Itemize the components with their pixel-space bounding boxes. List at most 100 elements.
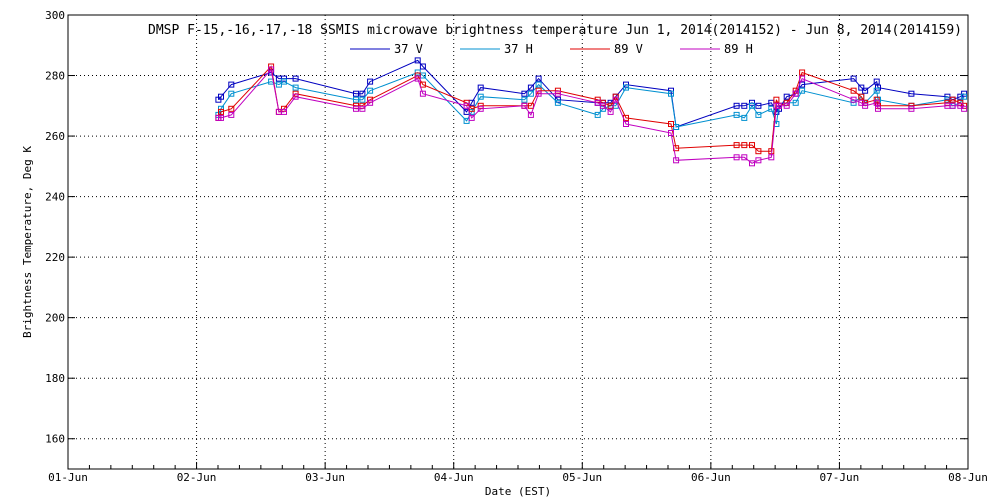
data-point <box>419 63 426 70</box>
data-point <box>783 102 790 109</box>
data-point <box>858 93 865 100</box>
data-point <box>599 102 606 109</box>
data-point <box>773 96 780 103</box>
data-point <box>612 96 619 103</box>
data-point <box>741 114 748 121</box>
data-point <box>873 96 880 103</box>
data-point <box>228 105 235 112</box>
y-axis-label: Brightness Temperature, Deg K <box>21 146 34 338</box>
tick-labels: 160 180 200 220 240 260 280 300 01-Jun 02-Jun 03-J… <box>45 9 988 484</box>
data-point <box>521 96 528 103</box>
data-point <box>741 102 748 109</box>
data-point <box>367 99 374 106</box>
data-point <box>521 102 528 109</box>
data-point <box>468 114 475 121</box>
data-point <box>414 75 421 82</box>
data-point <box>850 99 857 106</box>
data-point <box>281 108 287 115</box>
legend-label: 89 V <box>614 42 643 56</box>
chart-title: DMSP F-15,-16,-17,-18 SSMIS microwave br… <box>148 23 962 38</box>
data-point <box>477 105 484 112</box>
data-point <box>292 75 299 82</box>
data-point <box>949 102 956 109</box>
data-point <box>862 102 869 109</box>
data-point <box>367 87 374 94</box>
data-point <box>281 78 287 85</box>
data-point <box>607 108 614 115</box>
series-line <box>217 65 965 152</box>
data-point <box>367 96 374 103</box>
data-point <box>862 87 869 94</box>
data-point <box>218 105 224 112</box>
data-point <box>749 160 755 167</box>
data-point <box>554 90 561 97</box>
data-point <box>741 154 748 161</box>
y-tick-label: 160 <box>45 433 65 446</box>
data-point <box>367 78 374 85</box>
legend-label: 37 V <box>394 42 423 56</box>
data-point <box>353 105 359 112</box>
x-tick-label: 01-Jun <box>48 471 88 484</box>
data-point <box>359 90 366 97</box>
data-point <box>463 102 470 109</box>
data-point <box>218 93 224 100</box>
data-point <box>673 157 680 164</box>
x-tick-label: 02-Jun <box>177 471 217 484</box>
data-point <box>527 111 534 118</box>
data-point <box>755 148 762 155</box>
data-point <box>668 90 674 97</box>
data-point <box>961 93 968 100</box>
data-point <box>749 142 755 149</box>
data-point <box>768 154 775 161</box>
data-point <box>873 78 880 85</box>
data-point <box>668 121 674 127</box>
data-point <box>873 99 880 106</box>
data-point <box>477 84 484 91</box>
data-point <box>850 96 857 103</box>
series-line <box>218 59 965 128</box>
data-point <box>353 96 359 103</box>
x-axis-label: Date (EST) <box>485 485 551 498</box>
data-point <box>218 114 224 121</box>
data-point <box>908 90 915 97</box>
x-tick-label: 04-Jun <box>434 471 474 484</box>
data-point <box>749 102 755 109</box>
data-point <box>419 81 426 88</box>
data-point <box>792 90 799 97</box>
data-point <box>741 142 748 149</box>
axis-ticks <box>67 14 969 469</box>
data-point <box>218 108 224 115</box>
y-tick-label: 200 <box>45 312 65 325</box>
data-point <box>521 90 528 97</box>
data-point <box>527 90 534 97</box>
x-tick-label: 07-Jun <box>820 471 860 484</box>
x-tick-label: 05-Jun <box>562 471 602 484</box>
data-point <box>623 84 629 91</box>
data-point <box>755 111 762 118</box>
legend-label: 37 H <box>504 42 533 56</box>
data-point <box>353 90 359 97</box>
data-point <box>949 96 956 103</box>
legend: 37 V 37 H 89 V 89 H <box>350 42 753 56</box>
data-point <box>535 81 542 88</box>
data-point <box>535 75 542 82</box>
data-point <box>554 99 561 106</box>
data-point <box>292 84 299 91</box>
data-point <box>359 105 366 112</box>
data-point <box>875 105 881 112</box>
data-point <box>792 99 799 106</box>
data-point <box>908 105 915 112</box>
data-point <box>228 81 235 88</box>
series-layer <box>215 57 968 167</box>
x-tick-label: 06-Jun <box>691 471 731 484</box>
data-point <box>668 130 674 136</box>
y-tick-label: 220 <box>45 251 65 264</box>
data-point <box>419 90 426 97</box>
data-point <box>477 93 484 100</box>
data-point <box>292 93 299 100</box>
data-point <box>623 121 629 127</box>
data-point <box>799 69 806 76</box>
data-point <box>961 105 968 112</box>
data-point <box>228 90 235 97</box>
